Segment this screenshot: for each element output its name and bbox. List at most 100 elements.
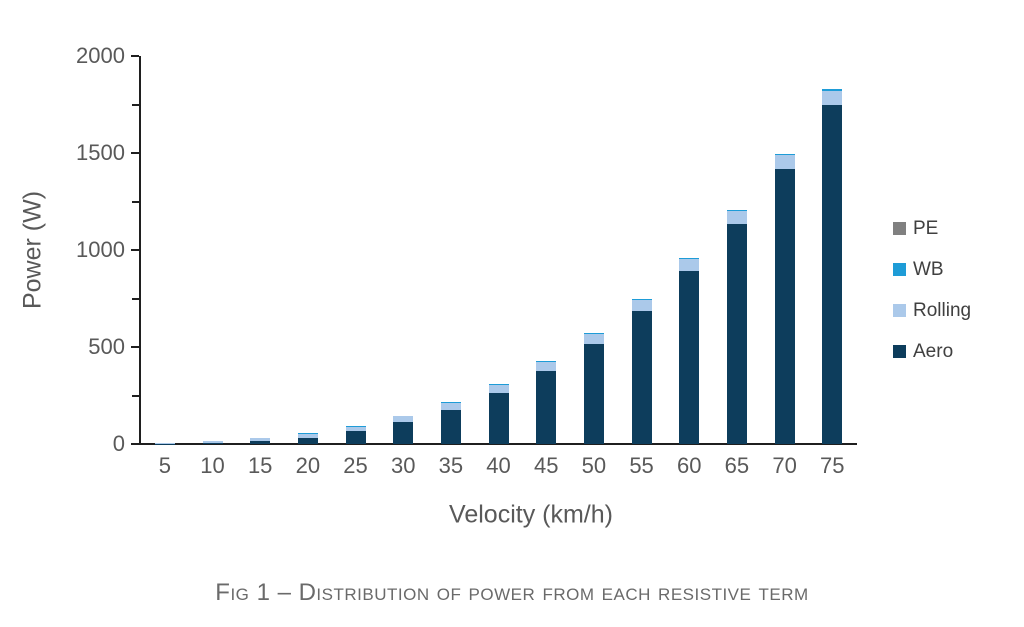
x-tick-label: 40	[486, 453, 511, 478]
y-tick-mark	[131, 55, 139, 57]
bar-segment-rolling	[679, 258, 700, 271]
bar-slot	[189, 56, 237, 444]
y-tick-mark	[131, 443, 139, 445]
bar-segment-wb	[583, 332, 604, 335]
stacked-bar	[726, 209, 747, 444]
legend-item-label: Rolling	[913, 300, 972, 321]
bar-segment-rolling	[440, 402, 461, 410]
bar-slot	[522, 56, 570, 444]
bar-segment-wb	[488, 384, 509, 385]
bar-segment-aero	[631, 310, 652, 444]
stacked-bar	[393, 415, 414, 444]
bar-segment-rolling	[583, 334, 604, 344]
y-tick-label: 1500	[76, 140, 125, 165]
x-axis-line	[132, 443, 857, 445]
figure-caption: Fig 1 – Distribution of power from each …	[215, 579, 809, 606]
bar-segment-rolling	[250, 438, 271, 442]
bar-segment-rolling	[154, 442, 175, 444]
bar-segment-rolling	[774, 155, 795, 169]
bar-segment-aero	[536, 370, 557, 444]
bar-segment-wb	[679, 257, 700, 259]
bar-slot	[808, 56, 856, 444]
bar-slot	[427, 56, 475, 444]
bar-slot	[665, 56, 713, 444]
legend-item-wb: WB	[893, 259, 971, 280]
bar-segment-aero	[250, 441, 271, 444]
bar-slot	[475, 56, 523, 444]
x-tick-label: 15	[247, 453, 273, 478]
bar-segment-aero	[583, 343, 604, 444]
bar-slot	[284, 56, 332, 444]
bar-slot	[713, 56, 761, 444]
bar-segment-wb	[774, 153, 795, 156]
bar-segment-rolling	[202, 441, 223, 444]
x-tick-label: 5	[158, 453, 171, 478]
bar-slot	[332, 56, 380, 444]
legend-swatch-aero	[893, 345, 906, 358]
y-tick-mark	[131, 249, 139, 251]
y-tick-mark	[131, 346, 139, 348]
stacked-bar	[440, 402, 461, 444]
x-tick-label: 60	[676, 453, 702, 478]
bar-segment-aero	[345, 431, 366, 444]
x-axis-title: Velocity (km/h)	[449, 500, 613, 529]
bar-segment-aero	[774, 168, 795, 444]
x-tick-label: 20	[295, 453, 321, 478]
legend-item-aero: Aero	[893, 341, 971, 362]
bar-slot	[379, 56, 427, 444]
bar-segment-aero	[726, 223, 747, 444]
y-tick-label: 0	[112, 431, 125, 456]
legend-swatch-pe	[893, 222, 906, 235]
legend-swatch-wb	[893, 263, 906, 276]
bar-segment-aero	[679, 270, 700, 444]
bar-segment-rolling	[488, 384, 509, 393]
legend: PE WB Rolling Aero	[893, 218, 971, 362]
y-tick-label: 1000	[76, 237, 125, 262]
legend-swatch-rolling	[893, 304, 906, 317]
y-tick-label: 2000	[76, 43, 125, 68]
y-axis-title: Power (W)	[18, 190, 47, 310]
bar-segment-wb	[822, 89, 843, 91]
bar-segment-aero	[488, 392, 509, 444]
bar-segment-rolling	[345, 426, 366, 432]
bar-segment-aero	[297, 437, 318, 444]
bar-segment-rolling	[297, 433, 318, 438]
bar-segment-aero	[822, 105, 843, 444]
stacked-bar	[297, 433, 318, 444]
bar-segment-rolling	[822, 90, 843, 106]
stacked-bar	[774, 153, 795, 444]
y-tick-mark-minor	[132, 297, 139, 300]
x-tick-label: 65	[724, 453, 750, 478]
stacked-bar	[154, 442, 175, 444]
stacked-bar	[631, 298, 652, 444]
x-tick-label: 25	[343, 453, 368, 478]
x-tick-label: 50	[581, 453, 607, 478]
x-tick-label: 35	[438, 453, 464, 478]
x-tick-label: 75	[820, 453, 845, 478]
bar-segment-aero	[393, 422, 414, 444]
x-tick-label: 55	[629, 453, 654, 478]
bar-segment-rolling	[631, 299, 652, 311]
stacked-bar	[679, 257, 700, 444]
x-tick-label: 45	[533, 453, 559, 478]
bar-slot	[570, 56, 618, 444]
bar-segment-wb	[393, 415, 414, 417]
y-axis-line	[139, 56, 141, 445]
x-axis-labels: 5 10 15 20 25 30 35 40 45 50 55 60 65 70 75	[141, 454, 856, 478]
x-tick-label: 70	[772, 453, 797, 478]
stacked-bar	[488, 384, 509, 444]
bar-slot	[761, 56, 809, 444]
bar-slot	[236, 56, 284, 444]
stacked-bar	[822, 89, 843, 444]
legend-item-label: PE	[913, 218, 939, 239]
bar-slot	[618, 56, 666, 444]
bar-segment-wb	[631, 298, 652, 300]
bar-segment-rolling	[393, 416, 414, 423]
stacked-bar	[202, 441, 223, 444]
bar-segment-wb	[345, 425, 366, 427]
plot-area	[141, 56, 856, 444]
y-tick-mark-minor	[132, 200, 139, 203]
stacked-bar	[583, 332, 604, 444]
y-tick-mark-minor	[132, 394, 139, 397]
